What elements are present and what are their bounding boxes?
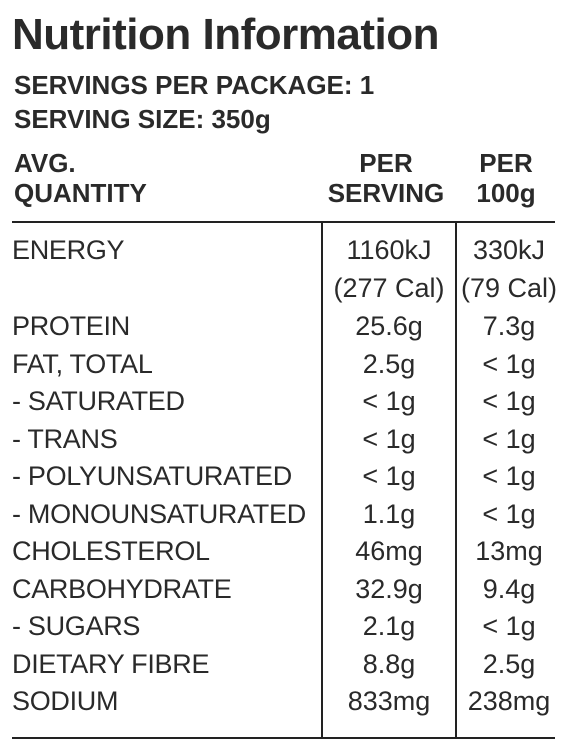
header-per-serving-line1: PER [359,148,413,178]
table-row: FAT, TOTAL 2.5g < 1g [0,346,570,384]
header-avg-quantity-line2: QUANTITY [14,178,147,208]
row-per-100g: 13mg [475,536,543,566]
header-per-100g-line2: 100g [476,178,536,208]
row-label: PROTEIN [12,311,130,341]
row-per-100g: 7.3g [482,311,536,341]
table-row: SODIUM 833mg 238mg [0,683,570,721]
row-label: - SATURATED [12,386,185,416]
table-row: - POLYUNSATURATED < 1g < 1g [0,458,570,496]
serving-size: SERVING SIZE: 350g [14,104,271,134]
header-per-serving-line2: SERVING [327,178,445,208]
row-label: FAT, TOTAL [12,348,153,379]
row-per-serving: 32.9g [355,573,423,604]
row-per-serving: 25.6g [355,311,423,341]
header-rule [12,221,555,223]
row-per-100g: 238mg [467,686,551,716]
header-avg-quantity-line1: AVG. [14,148,76,178]
row-per-serving: 833mg [347,686,431,716]
header-per-100g: PER 100g [456,148,556,208]
table-row: - SATURATED < 1g < 1g [0,383,570,421]
row-per-serving: 46mg [355,536,423,566]
table-row: CARBOHYDRATE 32.9g 9.4g [0,571,570,609]
row-per-100g: < 1g [482,348,536,379]
row-per-100g: < 1g [482,461,536,491]
header-avg-quantity: AVG. QUANTITY [14,148,147,208]
column-divider-100g [455,223,457,737]
row-label: CARBOHYDRATE [12,573,232,604]
row-label: - MONOUNSATURATED [12,498,306,529]
table-row: - TRANS < 1g < 1g [0,421,570,459]
header-per-serving: PER SERVING [322,148,450,208]
row-label: - POLYUNSATURATED [12,461,292,491]
row-per-serving: 8.8g [362,648,416,679]
column-divider-serving [321,223,323,737]
energy-cal-per-100g: (79 Cal) [460,272,558,303]
row-per-serving: < 1g [362,423,416,454]
row-label: - SUGARS [12,611,141,641]
header-per-100g-line1: PER [479,148,533,178]
panel-title: Nutrition Information [12,10,440,59]
row-per-100g: < 1g [482,423,536,454]
row-label: SODIUM [12,686,119,716]
row-label: CHOLESTEROL [12,536,210,566]
row-label: - TRANS [12,423,118,454]
energy-kj-per-100g: 330kJ [472,235,546,265]
row-per-100g: < 1g [482,498,536,529]
row-per-100g: 330kJ (79 Cal) [457,232,561,307]
row-per-serving: 1160kJ (277 Cal) [323,232,455,307]
table-row: PROTEIN 25.6g 7.3g [0,308,570,346]
row-label: DIETARY FIBRE [12,648,210,679]
nutrient-table: ENERGY 1160kJ (277 Cal) 330kJ (79 Cal) P… [0,232,570,721]
table-row: - MONOUNSATURATED 1.1g < 1g [0,496,570,534]
row-label: ENERGY [12,235,125,265]
energy-kj-per-serving: 1160kJ [346,235,432,265]
table-row: CHOLESTEROL 46mg 13mg [0,533,570,571]
row-per-100g: < 1g [482,611,536,641]
row-per-100g: 9.4g [482,573,536,604]
table-row: - SUGARS 2.1g < 1g [0,608,570,646]
table-row: DIETARY FIBRE 8.8g 2.5g [0,646,570,684]
row-per-serving: < 1g [362,386,416,416]
table-row-energy: ENERGY 1160kJ (277 Cal) 330kJ (79 Cal) [0,232,570,308]
bottom-rule [12,737,555,739]
row-per-100g: < 1g [482,386,536,416]
energy-cal-per-serving: (277 Cal) [333,272,445,303]
row-per-serving: 1.1g [362,498,416,529]
row-per-serving: < 1g [362,461,416,491]
row-per-serving: 2.5g [362,348,416,379]
row-per-serving: 2.1g [362,611,416,641]
servings-per-package: SERVINGS PER PACKAGE: 1 [14,70,375,100]
row-per-100g: 2.5g [482,648,536,679]
